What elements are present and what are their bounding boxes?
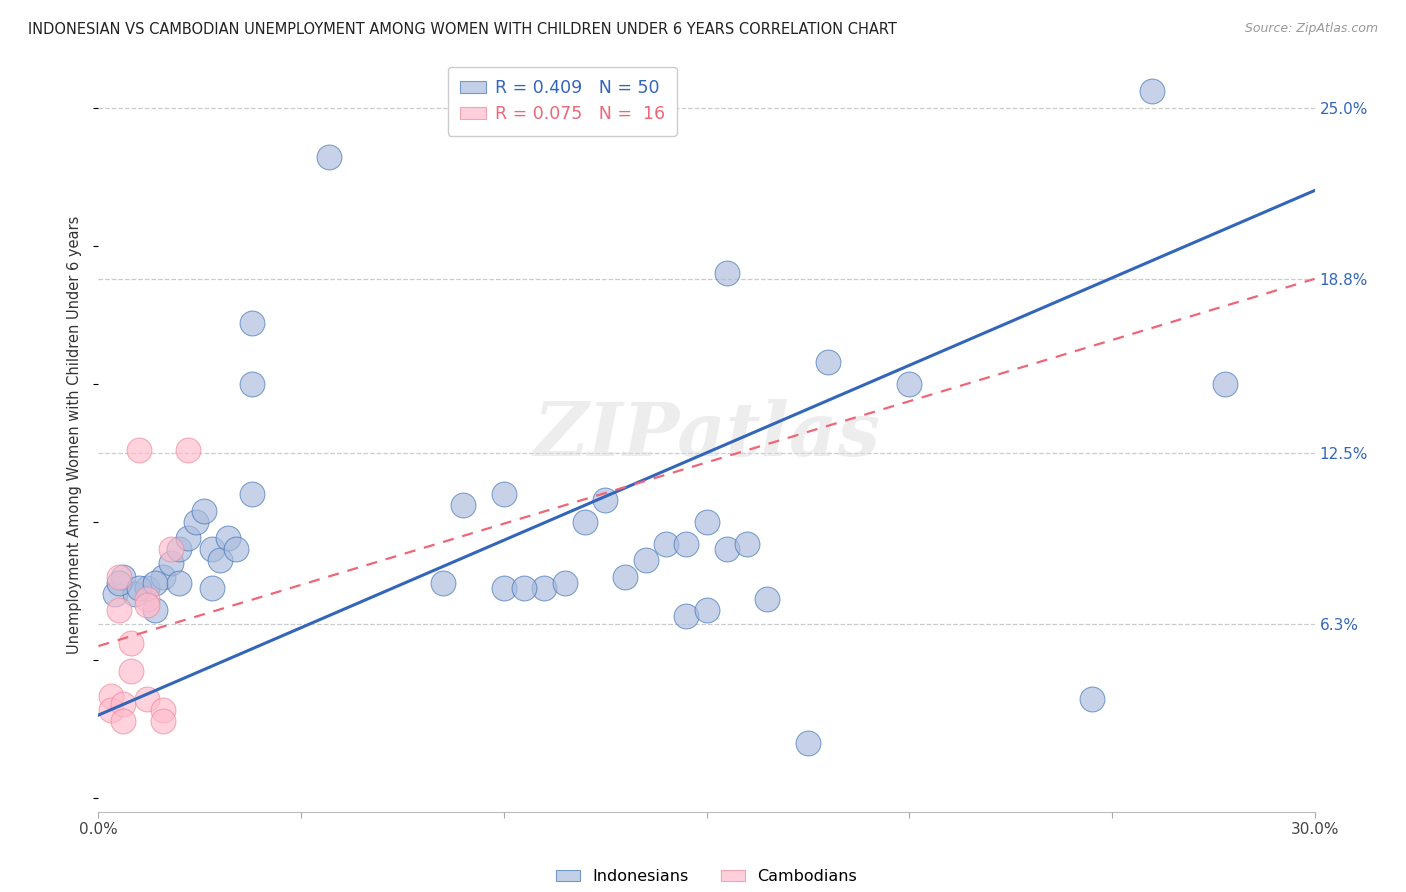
Point xyxy=(209,553,232,567)
Y-axis label: Unemployment Among Women with Children Under 6 years: Unemployment Among Women with Children U… xyxy=(67,216,83,654)
Point xyxy=(128,581,150,595)
Point xyxy=(120,636,142,650)
Point xyxy=(107,570,129,584)
Point xyxy=(176,443,198,458)
Point xyxy=(136,581,159,595)
Legend: Indonesians, Cambodians: Indonesians, Cambodians xyxy=(550,863,863,890)
Point xyxy=(225,542,247,557)
Point xyxy=(120,664,142,678)
Point xyxy=(124,586,146,600)
Point xyxy=(184,515,207,529)
Point xyxy=(675,608,697,623)
Point xyxy=(898,376,921,391)
Point xyxy=(1142,84,1164,98)
Point xyxy=(675,537,697,551)
Point xyxy=(574,515,596,529)
Point xyxy=(160,556,183,570)
Point xyxy=(152,570,174,584)
Point xyxy=(100,702,122,716)
Point xyxy=(655,537,678,551)
Point xyxy=(201,581,224,595)
Point xyxy=(513,581,536,595)
Point xyxy=(242,487,264,501)
Point xyxy=(1080,691,1102,706)
Point xyxy=(104,586,127,600)
Point xyxy=(169,575,191,590)
Point xyxy=(554,575,576,590)
Point xyxy=(1215,376,1237,391)
Point xyxy=(169,542,191,557)
Point xyxy=(797,736,820,750)
Point xyxy=(217,532,239,546)
Text: ZIPatlas: ZIPatlas xyxy=(533,399,880,471)
Point xyxy=(716,266,738,280)
Point xyxy=(817,354,839,368)
Point xyxy=(492,581,515,595)
Point xyxy=(111,697,134,711)
Point xyxy=(735,537,758,551)
Point xyxy=(453,498,475,512)
Point xyxy=(242,316,264,330)
Text: Source: ZipAtlas.com: Source: ZipAtlas.com xyxy=(1244,22,1378,36)
Point xyxy=(696,603,718,617)
Point xyxy=(756,592,779,607)
Point xyxy=(143,575,166,590)
Point xyxy=(318,150,340,164)
Point xyxy=(143,603,166,617)
Point xyxy=(492,487,515,501)
Point xyxy=(152,714,174,728)
Point xyxy=(193,504,215,518)
Point xyxy=(176,532,198,546)
Point xyxy=(242,376,264,391)
Text: INDONESIAN VS CAMBODIAN UNEMPLOYMENT AMONG WOMEN WITH CHILDREN UNDER 6 YEARS COR: INDONESIAN VS CAMBODIAN UNEMPLOYMENT AMO… xyxy=(28,22,897,37)
Point xyxy=(107,603,129,617)
Point xyxy=(100,689,122,703)
Point xyxy=(128,443,150,458)
Point xyxy=(201,542,224,557)
Point xyxy=(107,575,129,590)
Point xyxy=(136,598,159,612)
Point xyxy=(614,570,637,584)
Point xyxy=(432,575,454,590)
Point xyxy=(111,714,134,728)
Point xyxy=(152,702,174,716)
Point xyxy=(136,691,159,706)
Point xyxy=(716,542,738,557)
Point xyxy=(593,492,616,507)
Point xyxy=(111,570,134,584)
Point xyxy=(136,592,159,607)
Point xyxy=(696,515,718,529)
Point xyxy=(634,553,657,567)
Point xyxy=(533,581,555,595)
Point xyxy=(160,542,183,557)
